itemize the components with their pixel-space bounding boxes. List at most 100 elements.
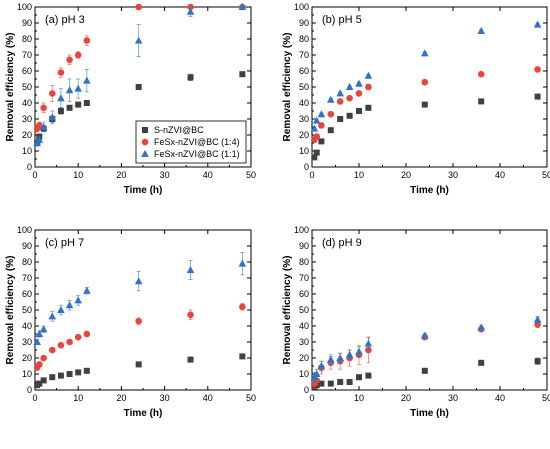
data-point-1 [36, 361, 43, 368]
data-point-1 [312, 116, 321, 124]
data-point-4 [57, 94, 65, 102]
y-tick-label: 0 [27, 385, 32, 395]
x-axis-title: Time (h) [410, 408, 449, 419]
y-tick-label: 70 [22, 273, 32, 283]
data-point-4 [57, 69, 65, 76]
data-point-4 [337, 379, 344, 385]
x-axis-title: Time (h) [124, 185, 163, 196]
y-tick-label: 70 [299, 273, 309, 283]
data-point-10 [239, 71, 246, 78]
y-tick-label: 40 [299, 98, 309, 108]
data-point-7 [365, 104, 372, 111]
data-point-8 [135, 3, 142, 11]
data-point-8 [421, 331, 429, 339]
data-point-1 [312, 370, 321, 377]
data-point-5 [345, 83, 354, 90]
data-point-2 [39, 325, 48, 333]
data-point-5 [66, 371, 73, 377]
data-point-6 [355, 90, 363, 97]
legend-label: S-nZVI@BC [154, 125, 204, 135]
y-axis-title: Removal efficiency (%) [282, 256, 293, 365]
data-point-9 [478, 359, 485, 366]
data-point-7 [83, 76, 91, 84]
y-tick-label: 100 [294, 2, 309, 12]
data-point-1 [313, 149, 320, 156]
y-tick-label: 60 [22, 289, 32, 299]
data-point-0 [310, 124, 319, 132]
data-point-4 [337, 116, 344, 122]
x-tick-label: 30 [448, 393, 458, 403]
legend-box [135, 120, 247, 164]
x-tick-label: 40 [495, 393, 505, 403]
data-point-3 [327, 95, 335, 103]
x-tick-label: 20 [401, 393, 411, 403]
data-point-1 [36, 122, 43, 129]
y-tick-label: 30 [22, 114, 32, 124]
y-axis-title: Removal efficiency (%) [282, 33, 293, 142]
data-point-4 [336, 89, 344, 97]
y-axis-title: Removal efficiency (%) [5, 33, 16, 142]
data-point-4 [336, 354, 344, 361]
y-axis-title: Removal efficiency (%) [5, 256, 16, 365]
x-tick-label: 40 [203, 170, 213, 180]
x-tick-label: 30 [160, 393, 170, 403]
series-square [34, 353, 246, 389]
series-circle [33, 303, 246, 371]
data-point-6 [356, 108, 362, 114]
y-tick-label: 70 [22, 50, 32, 60]
series-circle [311, 66, 541, 144]
data-point-2 [40, 377, 47, 384]
y-tick-label: 100 [17, 2, 32, 12]
series-square [311, 357, 541, 390]
data-point-6 [355, 347, 363, 355]
x-tick-label: 0 [309, 393, 314, 403]
data-point-9 [478, 98, 485, 105]
x-tick-label: 40 [495, 170, 505, 180]
data-point-9 [186, 266, 195, 273]
y-tick-label: 90 [299, 241, 309, 251]
data-point-6 [74, 84, 82, 92]
data-point-8 [135, 84, 142, 90]
panel-2: 0 10 20 30 40 50 0 10 20 30 40 50 60 70 80 90 100 Time (h… [282, 2, 550, 196]
plot-frame [34, 229, 252, 391]
data-point-5 [346, 379, 353, 385]
data-point-5 [346, 112, 353, 119]
x-tick-label: 0 [32, 393, 37, 403]
data-point-3 [327, 355, 335, 363]
data-point-9 [187, 311, 194, 319]
y-tick-label: 100 [17, 225, 32, 235]
x-tick-label: 20 [116, 393, 126, 403]
legend-label: FeSx-nZVI@BC (1:1) [154, 149, 240, 159]
data-point-9 [186, 7, 195, 15]
data-point-4 [336, 98, 344, 105]
panel-title: (d) pH 9 [322, 237, 362, 249]
data-point-2 [318, 138, 325, 145]
y-tick-label: 0 [304, 385, 309, 395]
y-tick-label: 90 [22, 18, 32, 28]
data-point-2 [40, 354, 47, 362]
data-point-2 [318, 380, 325, 387]
y-tick-label: 30 [299, 337, 309, 347]
y-tick-label: 60 [299, 289, 309, 299]
y-tick-label: 0 [27, 162, 32, 172]
y-tick-label: 100 [294, 225, 309, 235]
data-point-7 [83, 367, 90, 374]
x-tick-label: 50 [246, 170, 256, 180]
data-point-5 [66, 56, 73, 64]
data-point-5 [65, 301, 74, 309]
data-point-8 [421, 101, 428, 108]
y-tick-label: 90 [22, 241, 32, 251]
y-tick-label: 10 [22, 369, 32, 379]
data-point-7 [83, 330, 91, 338]
y-tick-label: 10 [22, 146, 32, 156]
data-point-0 [33, 338, 41, 345]
plot-frame [311, 229, 548, 391]
plot-frame [311, 6, 548, 168]
data-point-7 [364, 339, 373, 347]
y-tick-label: 20 [299, 130, 309, 140]
data-point-4 [57, 341, 65, 349]
data-point-8 [135, 361, 142, 368]
y-tick-label: 20 [22, 130, 32, 140]
data-point-6 [75, 101, 82, 108]
panel-1: 0 10 20 30 40 50 0 10 20 30 40 50 60 70 80 90 100 Time (h… [5, 2, 256, 196]
